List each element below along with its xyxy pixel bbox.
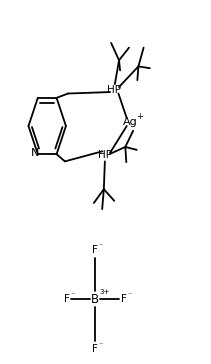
Text: N: N [31, 149, 39, 158]
Text: ⁻: ⁻ [99, 242, 103, 251]
Text: F: F [121, 294, 127, 304]
Text: HP: HP [99, 150, 112, 160]
Text: +: + [136, 112, 143, 121]
Text: HP: HP [107, 85, 121, 95]
Text: F: F [92, 245, 98, 255]
Text: ⁻: ⁻ [99, 341, 103, 350]
Text: ⁻: ⁻ [70, 290, 74, 299]
Text: Ag: Ag [123, 118, 138, 127]
Text: ⁻: ⁻ [127, 290, 132, 299]
Text: F: F [92, 344, 98, 354]
Text: F: F [64, 294, 69, 304]
Text: 3+: 3+ [100, 289, 110, 295]
Text: B: B [91, 293, 99, 306]
